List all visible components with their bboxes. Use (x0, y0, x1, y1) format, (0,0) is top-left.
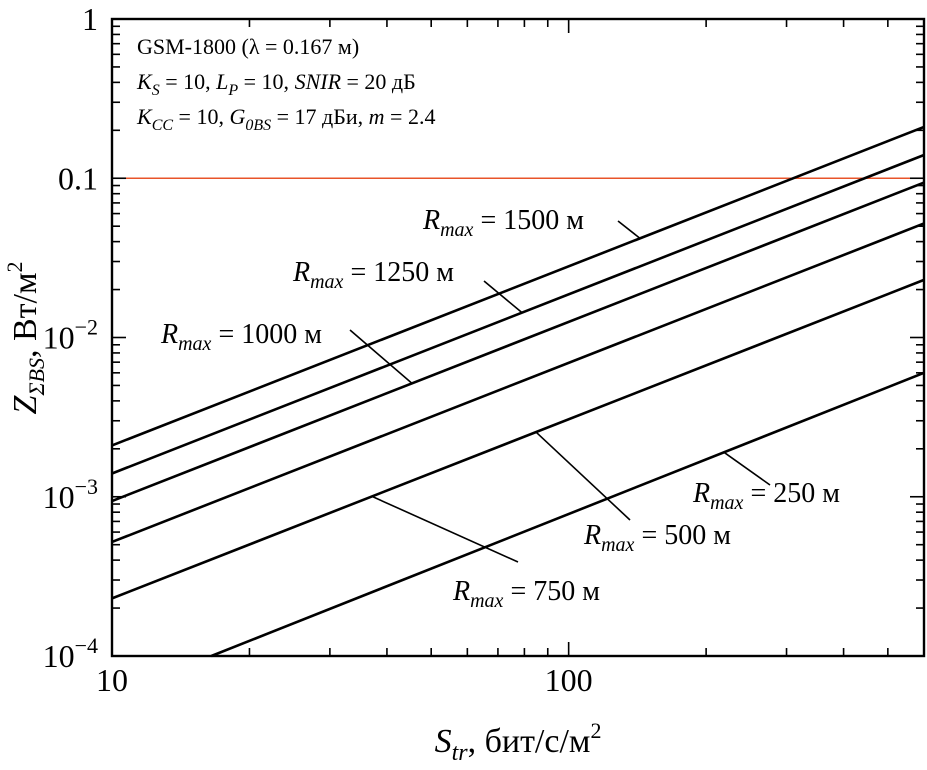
y-tick-label-1: 0.1 (58, 160, 98, 196)
x-tick-label-1: 100 (545, 662, 593, 698)
series-label-0: Rmax = 1500 м (422, 205, 584, 241)
series-line-3 (111, 222, 925, 544)
label-leader-5 (723, 451, 771, 486)
x-tick-label-0: 10 (96, 662, 128, 698)
annotation-line-2: KCC = 10, G0BS = 17 дБи, m = 2.4 (136, 104, 435, 134)
series-label-2: Rmax = 1000 м (160, 319, 322, 355)
annotation-line-1: KS = 10, LP = 10, SNIR = 20 дБ (136, 69, 416, 99)
label-leader-layer (349, 220, 771, 563)
series-line-4 (111, 278, 925, 600)
label-leader-0 (617, 220, 641, 239)
series-labels: Rmax = 1500 м Rmax = 1250 м Rmax = 1000 м R… (160, 205, 840, 612)
label-leader-4 (535, 431, 631, 521)
label-leader-2 (349, 329, 413, 384)
series-label-1: Rmax = 1250 м (292, 257, 454, 293)
series-line-5 (210, 371, 925, 658)
plot-area (112, 19, 924, 656)
label-leader-3 (371, 495, 519, 563)
series-label-5: Rmax = 250 м (692, 478, 840, 514)
series-layer (111, 125, 925, 658)
series-line-2 (111, 181, 925, 503)
y-tick-label-4: 10−4 (43, 633, 98, 674)
tick-labels: 10 100 1 0.1 10−2 10−3 10−4 (43, 1, 593, 698)
label-leader-1 (483, 280, 523, 314)
y-axis-title: ZΣBS, Вт/м2 (2, 262, 49, 415)
y-tick-label-2: 10−2 (43, 315, 98, 356)
axis-ticks (111, 18, 925, 657)
series-label-4: Rmax = 500 м (583, 520, 731, 556)
annotation-line-0: GSM-1800 (λ = 0.167 м) (137, 34, 359, 59)
series-line-1 (111, 153, 925, 475)
x-axis-title: Str, бит/с/м2 (435, 718, 602, 766)
plot-background (112, 19, 924, 656)
axis-titles: Str, бит/с/м2 ZΣBS, Вт/м2 (2, 262, 601, 766)
y-tick-label-3: 10−3 (43, 474, 98, 515)
series-line-0 (111, 125, 925, 447)
y-tick-label-0: 1 (82, 1, 98, 37)
series-label-3: Rmax = 750 м (452, 576, 600, 612)
annotation-block: GSM-1800 (λ = 0.167 м) KS = 10, LP = 10, … (136, 34, 435, 134)
